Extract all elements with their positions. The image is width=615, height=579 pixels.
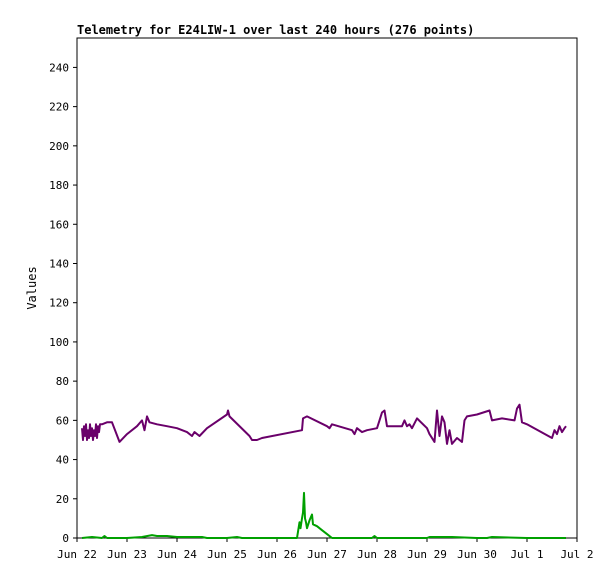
y-axis: 0 20 40 60 80 100 120 140 160 180 200 220 240 [49, 61, 77, 545]
x-tick-label: Jul 2 [560, 548, 593, 561]
x-tick-label: Jun 29 [407, 548, 447, 561]
y-tick-label: 60 [56, 414, 69, 427]
x-tick-label: Jun 25 [207, 548, 247, 561]
series-layer [81, 403, 567, 539]
y-axis-label: Values [25, 266, 39, 309]
series-line-2 [81, 491, 566, 539]
y-tick-label: 20 [56, 493, 69, 506]
plot-frame [76, 37, 578, 539]
x-axis: Jun 22 Jun 23 Jun 24 Jun 25 Jun 26 Jun 27 Jun … [57, 538, 594, 561]
y-tick-label: 240 [49, 61, 69, 74]
y-tick-label: 180 [49, 179, 69, 192]
series-line-1 [81, 403, 567, 445]
x-tick-label: Jun 28 [357, 548, 397, 561]
y-tick-label: 160 [49, 218, 69, 231]
y-tick-label: 220 [49, 101, 69, 114]
chart-title: Telemetry for E24LIW-1 over last 240 hou… [77, 23, 474, 37]
y-tick-label: 0 [62, 532, 69, 545]
y-tick-label: 100 [49, 336, 69, 349]
x-tick-label: Jun 23 [107, 548, 147, 561]
y-tick-label: 140 [49, 257, 69, 270]
y-tick-label: 120 [49, 297, 69, 310]
y-tick-label: 200 [49, 140, 69, 153]
x-tick-label: Jun 24 [157, 548, 197, 561]
x-tick-label: Jun 27 [307, 548, 347, 561]
y-tick-label: 40 [56, 454, 69, 467]
x-tick-label: Jun 30 [457, 548, 497, 561]
x-tick-label: Jun 22 [57, 548, 97, 561]
y-tick-label: 80 [56, 375, 69, 388]
x-tick-label: Jul 1 [510, 548, 543, 561]
x-tick-label: Jun 26 [257, 548, 297, 561]
